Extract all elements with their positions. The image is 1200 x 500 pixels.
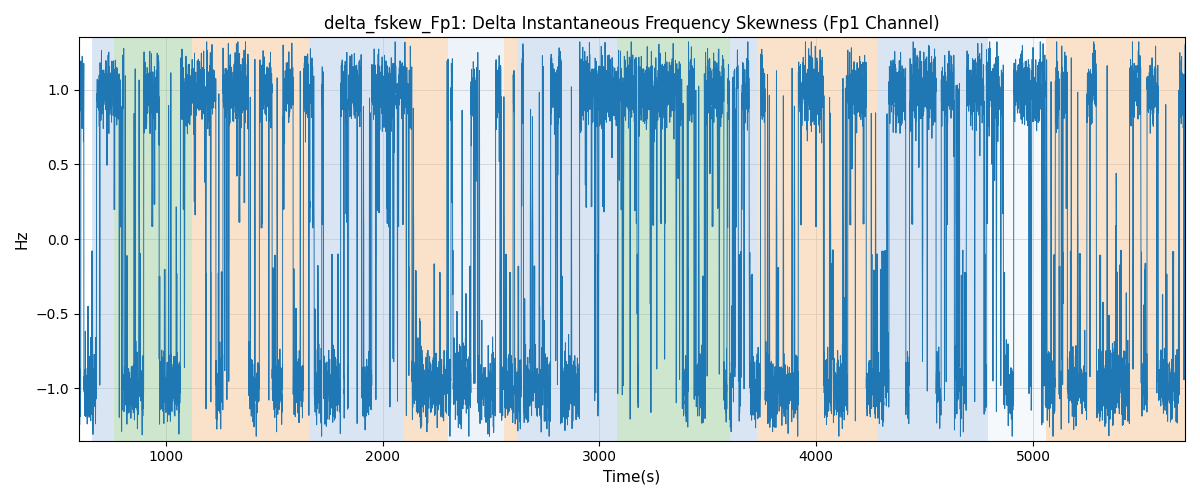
Bar xyxy=(114,38,192,440)
Bar xyxy=(877,38,988,440)
Bar xyxy=(625,38,730,440)
Bar xyxy=(404,38,448,440)
Bar xyxy=(988,38,1046,440)
Bar xyxy=(743,38,757,440)
Bar xyxy=(1046,38,1186,440)
Bar xyxy=(504,38,517,440)
X-axis label: Time(s): Time(s) xyxy=(604,470,660,485)
Title: delta_fskew_Fp1: Delta Instantaneous Frequency Skewness (Fp1 Channel): delta_fskew_Fp1: Delta Instantaneous Fre… xyxy=(324,15,940,34)
Y-axis label: Hz: Hz xyxy=(14,230,30,249)
Bar xyxy=(757,38,877,440)
Bar xyxy=(308,38,404,440)
Bar xyxy=(617,38,625,440)
Bar xyxy=(92,38,114,440)
Bar xyxy=(517,38,617,440)
Bar xyxy=(448,38,504,440)
Bar xyxy=(730,38,743,440)
Bar xyxy=(192,38,308,440)
